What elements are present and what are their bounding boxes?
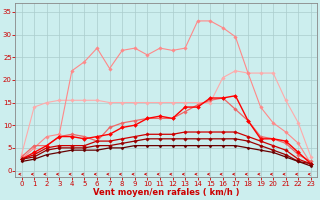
X-axis label: Vent moyen/en rafales ( km/h ): Vent moyen/en rafales ( km/h )	[93, 188, 239, 197]
